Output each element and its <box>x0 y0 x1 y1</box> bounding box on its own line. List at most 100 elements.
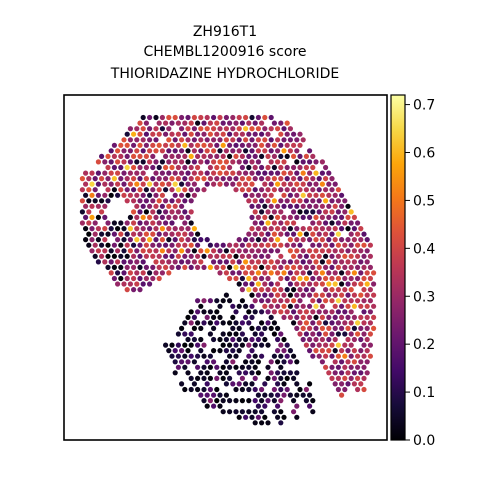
spot <box>137 120 143 126</box>
spot <box>188 176 194 182</box>
spot <box>287 270 293 276</box>
spot <box>156 275 162 282</box>
spot <box>297 309 303 315</box>
spot <box>227 242 233 248</box>
spot <box>255 203 261 209</box>
spot <box>351 314 357 320</box>
spot <box>233 342 239 348</box>
spot <box>342 209 348 215</box>
spot <box>268 126 274 132</box>
spot <box>102 226 108 232</box>
spot <box>255 159 261 165</box>
spot <box>211 248 217 254</box>
spot <box>211 325 217 331</box>
spot <box>159 259 165 265</box>
spot <box>147 214 153 220</box>
spot <box>351 248 357 254</box>
spot <box>111 187 117 193</box>
spot <box>300 248 306 254</box>
spot <box>198 336 204 343</box>
spot <box>201 375 207 381</box>
spot <box>214 253 220 259</box>
spot <box>223 359 229 365</box>
spot <box>195 142 201 148</box>
spot <box>335 253 341 259</box>
spot <box>249 181 255 187</box>
spot <box>204 137 210 143</box>
spot <box>252 309 258 315</box>
spot <box>271 153 277 159</box>
spot <box>217 370 223 376</box>
spot <box>233 309 239 315</box>
spot <box>342 275 348 282</box>
spot <box>159 248 165 254</box>
spot <box>211 114 217 121</box>
spot <box>281 314 287 320</box>
spot <box>265 320 271 326</box>
spot <box>207 398 213 404</box>
spot <box>316 187 322 193</box>
spot <box>204 126 210 132</box>
spot <box>204 159 210 165</box>
spot <box>127 270 133 276</box>
spot <box>191 148 197 154</box>
spot <box>131 253 137 259</box>
spot <box>332 281 338 287</box>
spot <box>335 275 341 282</box>
spot <box>303 309 309 315</box>
spot <box>310 287 316 293</box>
spot <box>169 220 175 226</box>
spot <box>118 275 124 282</box>
spot <box>179 192 185 198</box>
spot <box>294 370 300 376</box>
spot <box>361 331 367 337</box>
spot <box>195 120 201 126</box>
spot <box>367 264 373 270</box>
spot <box>262 414 268 420</box>
spot <box>326 237 332 243</box>
spot <box>159 159 165 165</box>
spot <box>278 420 284 426</box>
spot <box>367 331 373 337</box>
spot <box>230 303 236 309</box>
spot <box>294 214 300 220</box>
spot <box>278 353 284 359</box>
spot <box>217 303 223 309</box>
spot <box>230 159 236 165</box>
spot <box>303 176 309 182</box>
spot <box>134 226 140 232</box>
spot <box>364 359 370 365</box>
spot <box>191 325 197 331</box>
spot <box>134 170 140 176</box>
spot <box>323 164 329 171</box>
spot <box>303 275 309 282</box>
spot <box>207 353 213 359</box>
spot <box>367 287 373 293</box>
spot <box>236 259 242 265</box>
spot <box>118 264 124 270</box>
spot <box>140 170 146 176</box>
spot <box>339 214 345 220</box>
spot <box>303 264 309 270</box>
spot <box>227 164 233 171</box>
spot <box>134 237 140 243</box>
spot <box>278 176 284 182</box>
spot <box>275 381 281 387</box>
spot <box>185 237 191 243</box>
spot <box>319 259 325 265</box>
spot <box>259 120 265 126</box>
spot <box>307 270 313 276</box>
spot <box>358 292 364 298</box>
spot <box>297 320 303 326</box>
spot <box>137 242 143 248</box>
spot <box>156 209 162 215</box>
spot <box>287 170 293 176</box>
spot <box>329 253 335 259</box>
spot <box>217 126 223 132</box>
spot <box>281 414 287 420</box>
spot <box>166 159 172 165</box>
spot <box>95 259 101 265</box>
spot <box>223 126 229 132</box>
spot <box>329 342 335 348</box>
spot <box>303 331 309 337</box>
